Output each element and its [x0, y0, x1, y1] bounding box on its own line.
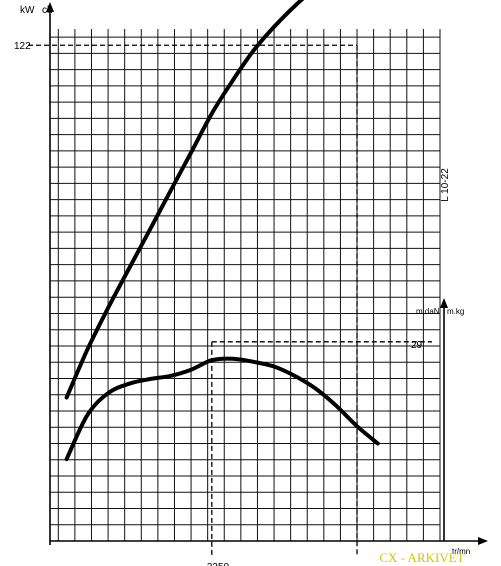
torque-data-point — [273, 366, 275, 368]
torque-data-point — [107, 392, 109, 394]
power-data-point — [107, 307, 109, 309]
power-data-point — [149, 229, 151, 231]
power-data-point — [232, 80, 234, 82]
power-data-point — [273, 26, 275, 28]
power-axis-arrow — [46, 2, 54, 12]
rpm-unit-label: tr/mn — [452, 547, 470, 556]
power-data-point — [169, 190, 171, 192]
torque-data-point — [211, 359, 213, 361]
power-curve — [64, 0, 305, 400]
engine-model-label: L 10-22 — [440, 168, 451, 202]
max-power-label: 122 — [14, 41, 31, 52]
torque-data-point — [128, 383, 130, 385]
grid-lines — [50, 29, 441, 541]
power-data-point — [252, 50, 254, 52]
power-data-point — [294, 5, 296, 7]
power-data-point — [128, 268, 130, 270]
power-data-point — [66, 397, 68, 399]
kw-unit-label: kW — [20, 5, 35, 16]
mkg-unit-label: m.kg — [447, 307, 464, 316]
torque-data-point — [377, 442, 379, 444]
curves — [64, 0, 380, 462]
torque-data-point — [66, 458, 68, 460]
torque-data-point — [315, 388, 317, 390]
power-data-point — [86, 349, 88, 351]
reference-guides — [28, 44, 432, 555]
torque-data-point — [294, 375, 296, 377]
mdan-unit-label: m.daN — [416, 307, 440, 316]
torque-data-point — [356, 425, 358, 427]
torque-data-point — [190, 369, 192, 371]
torque-data-point — [232, 358, 234, 360]
torque-data-point — [149, 378, 151, 380]
torque-axis-arrow — [440, 298, 448, 308]
watermark: CX - ARKIVET — [379, 550, 464, 565]
max-torque-label: 29 — [411, 340, 423, 351]
rpm-axis-arrow — [478, 537, 488, 545]
torque-data-point — [252, 361, 254, 363]
torque-data-point — [335, 405, 337, 407]
ch-unit-label: ch — [42, 5, 53, 16]
axes — [46, 2, 488, 545]
max-torque-rpm-label: 3250 — [207, 562, 230, 566]
torque-curve — [64, 356, 380, 462]
torque-data-point — [169, 375, 171, 377]
power-data-point — [190, 151, 192, 153]
torque-data-point — [86, 414, 88, 416]
power-data-point — [211, 113, 213, 115]
